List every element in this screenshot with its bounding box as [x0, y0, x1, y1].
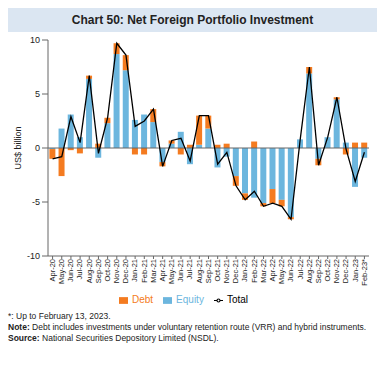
svg-text:Dec-22: Dec-22: [341, 259, 350, 283]
svg-text:Jun-21: Jun-21: [176, 259, 185, 282]
svg-text:Jan-22: Jan-22: [241, 259, 250, 282]
html-text:Total: Total: [226, 294, 248, 305]
svg-text:Jul-22: Jul-22: [296, 259, 305, 279]
svg-text:Jun-20: Jun-20: [66, 259, 75, 282]
html-text:Source: National Securities De: Source: National Securities Depository L…: [8, 333, 219, 344]
svg-text:Aug-20: Aug-20: [85, 259, 94, 283]
svg-text:May-20: May-20: [57, 259, 66, 284]
svg-text:Nov-20: Nov-20: [112, 259, 121, 283]
svg-text:-10: -10: [27, 251, 40, 261]
html-text:Equity: Equity: [176, 294, 204, 305]
html-text:Note: Debt includes investment: Note: Debt includes investments under vo…: [8, 322, 367, 332]
svg-text:US$ billion: US$ billion: [13, 126, 23, 169]
svg-text:Feb-23*: Feb-23*: [360, 259, 369, 286]
svg-text:Sep-22: Sep-22: [314, 259, 323, 283]
svg-text:Aug-22: Aug-22: [305, 259, 314, 283]
svg-text:0: 0: [35, 143, 40, 153]
svg-text:Apr-22: Apr-22: [268, 259, 277, 282]
svg-text:Sep-20: Sep-20: [94, 259, 103, 283]
svg-text:Feb-21: Feb-21: [140, 259, 149, 283]
svg-text:May-21: May-21: [167, 259, 176, 284]
svg-text:Dec-20: Dec-20: [121, 259, 130, 283]
svg-text:5: 5: [35, 89, 40, 99]
svg-text:Aug-21: Aug-21: [195, 259, 204, 283]
svg-text:Jan-21: Jan-21: [130, 259, 139, 282]
svg-text:Apr-20: Apr-20: [48, 259, 57, 282]
svg-text:Mar-22: Mar-22: [259, 259, 268, 283]
svg-text:May-22: May-22: [277, 259, 286, 284]
svg-text:-5: -5: [32, 197, 40, 207]
svg-text:10: 10: [30, 35, 40, 45]
html-text:Chart 50: Net Foreign Portfoli: Chart 50: Net Foreign Portfolio Investme…: [71, 13, 314, 27]
svg-text:Oct-22: Oct-22: [323, 259, 332, 282]
svg-text:Feb-22: Feb-22: [250, 259, 259, 283]
html-text:*: Up to February 13, 2023.: *: Up to February 13, 2023.: [8, 311, 111, 321]
svg-text:Oct-21: Oct-21: [213, 259, 222, 282]
svg-text:Jan-23: Jan-23: [351, 259, 360, 282]
svg-text:Jul-21: Jul-21: [185, 259, 194, 279]
svg-text:Apr-21: Apr-21: [158, 259, 167, 282]
svg-text:Sep-21: Sep-21: [204, 259, 213, 283]
svg-text:Jun-22: Jun-22: [286, 259, 295, 282]
svg-text:Oct-20: Oct-20: [103, 259, 112, 282]
svg-text:Jul-20: Jul-20: [75, 259, 84, 279]
svg-text:Nov-21: Nov-21: [222, 259, 231, 283]
svg-text:Mar-21: Mar-21: [149, 259, 158, 283]
svg-text:Dec-21: Dec-21: [231, 259, 240, 283]
svg-text:Nov-22: Nov-22: [332, 259, 341, 283]
html-text:Debt: Debt: [132, 294, 154, 305]
